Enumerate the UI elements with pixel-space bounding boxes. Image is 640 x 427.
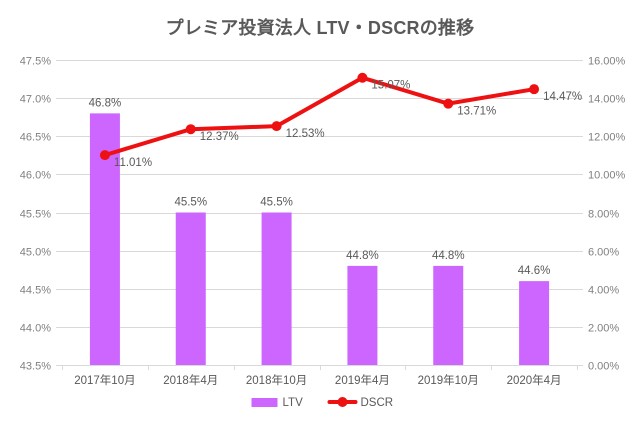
line-value-label: 14.47% [543,91,582,103]
chart-legend: LTV DSCR [251,397,394,409]
bar [261,212,292,365]
line-marker [185,124,196,135]
right-axis-ticks-group [577,60,583,366]
right-axis-tick-label: 12.00% [588,132,626,144]
bar-value-label: 44.8% [346,250,379,262]
right-axis-tick-label: 8.00% [588,209,619,221]
right-axis-tick-label: 0.00% [588,361,619,373]
line-value-label: 12.37% [200,131,239,143]
line-data-labels: 11.01% 12.37% 12.53% 15.07% 13.71% 14.47% [114,80,582,169]
bar-value-label: 45.5% [260,197,293,209]
bar-value-label: 46.8% [89,97,122,109]
category-label: 2018年10月 [246,373,307,387]
left-axis-tick-label: 47.0% [20,94,51,106]
category-label: 2019年10月 [418,373,479,387]
right-axis-tick-label: 10.00% [588,170,626,182]
category-axis-labels: 2017年10月 2018年4月 2018年10月 2019年4月 2019年10月 20… [74,373,561,387]
category-label: 2018年4月 [163,373,218,387]
line-value-label: 13.71% [457,106,496,118]
legend-label-ltv: LTV [283,397,304,409]
line-marker [271,121,282,132]
left-axis-tick-label: 44.0% [20,323,51,335]
gridlines-group [62,60,578,370]
left-axis-tick-label: 45.0% [20,247,51,259]
left-axis-tick-label: 46.5% [20,132,51,144]
left-axis-labels-group: 43.5% 44.0% 44.5% 45.0% 45.5% 46.0% 46.5% 47.0%… [20,56,51,373]
bar [433,265,464,365]
left-axis-ticks-group [56,60,62,366]
line-marker [99,150,110,161]
legend-marker-dscr [337,397,348,407]
category-label: 2017年10月 [74,373,135,387]
bar-data-labels: 46.8% 45.5% 45.5% 44.8% 44.8% 44.6% [89,97,551,277]
line-marker [529,84,540,95]
line-value-label: 15.07% [371,80,410,92]
right-axis-tick-label: 14.00% [588,94,626,106]
category-label: 2020年4月 [507,373,562,387]
chart-title: プレミア投資法人 LTV・DSCRの推移 [165,18,475,38]
dscr-line [102,75,537,158]
right-axis-tick-label: 6.00% [588,247,619,259]
left-axis-tick-label: 47.5% [20,56,51,68]
right-axis-tick-label: 4.00% [588,285,619,297]
category-label: 2019年4月 [335,373,390,387]
left-axis-tick-label: 43.5% [20,361,51,373]
line-value-label: 11.01% [114,157,152,169]
line-marker [443,98,454,109]
bar [519,281,550,365]
bar-value-label: 44.6% [518,265,551,277]
left-axis-tick-label: 46.0% [20,170,51,182]
line-value-label: 12.53% [286,128,325,140]
line-series-dscr [102,75,537,158]
legend-swatch-ltv [251,398,278,407]
line-marker [357,72,368,83]
right-axis-tick-label: 16.00% [588,56,626,68]
left-axis-tick-label: 44.5% [20,285,51,297]
line-markers-dscr [99,72,540,161]
bar-value-label: 45.5% [174,197,207,209]
right-axis-labels-group: 0.00% 2.00% 4.00% 6.00% 8.00% 10.00% 12.00% 14.… [588,56,626,373]
left-axis-tick-label: 45.5% [20,209,51,221]
legend-label-dscr: DSCR [361,397,394,409]
bar [347,265,378,365]
bar [175,212,206,365]
bar-value-label: 44.8% [432,250,465,262]
right-axis-tick-label: 2.00% [588,323,619,335]
